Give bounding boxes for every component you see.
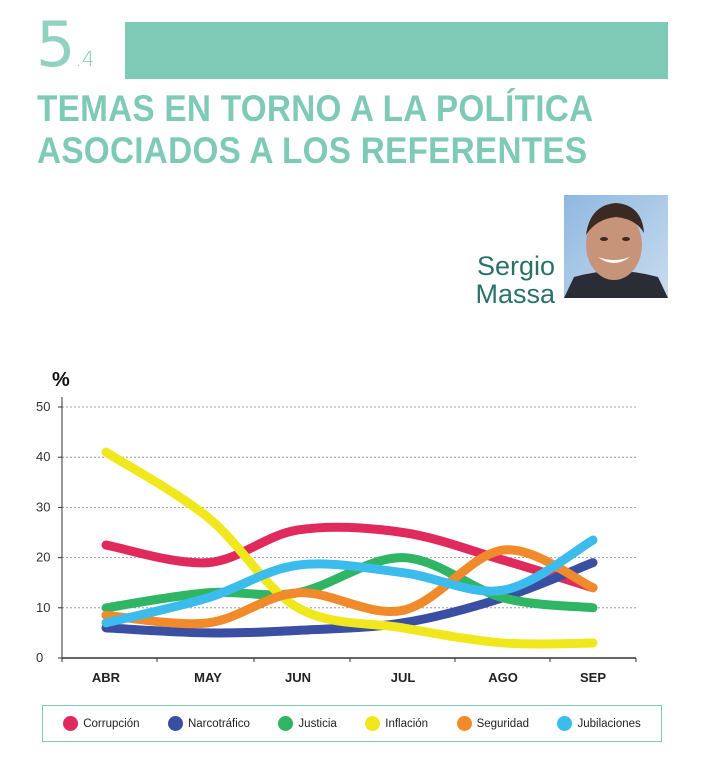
y-tick-label: 10 <box>36 600 50 615</box>
legend-item: Narcotráfico <box>167 716 250 731</box>
x-tick-label: JUN <box>285 670 311 685</box>
person-name: Sergio Massa <box>475 252 555 308</box>
x-tick-label: AGO <box>488 670 518 685</box>
section-number-main: 5 <box>36 8 76 81</box>
y-tick-label: 50 <box>36 399 50 414</box>
person-first-name: Sergio <box>476 251 555 281</box>
x-tick-label: JUL <box>391 670 416 685</box>
series-line-corrupción <box>101 522 598 593</box>
x-tick-label: ABR <box>92 670 121 685</box>
series-line-seguridad <box>101 545 598 629</box>
page-title: TEMAS EN TORNO A LA POLÍTICA ASOCIADOS A… <box>37 88 593 172</box>
legend-swatch <box>365 716 381 731</box>
y-tick-label: 30 <box>36 499 50 514</box>
legend-item: Justicia <box>278 716 337 731</box>
x-tick-label: SEP <box>580 670 606 685</box>
y-tick-label: 40 <box>36 449 50 464</box>
line-chart: 0 10 20 30 40 50% ABR MAY JUN JUL AGO SEP <box>36 369 637 685</box>
person-last-name: Massa <box>475 279 555 309</box>
header-bar <box>125 22 668 79</box>
section-number-sub: .4 <box>75 47 95 71</box>
legend-label: Seguridad <box>476 717 529 730</box>
legend-swatch <box>456 716 472 731</box>
x-tick-label: MAY <box>194 670 222 685</box>
section-number: 5.4 <box>36 14 95 76</box>
series-line-justicia <box>101 553 598 613</box>
legend-label: Inflación <box>385 717 429 730</box>
y-tick-label: 0 <box>36 650 43 665</box>
legend-label: Jubilaciones <box>577 717 641 730</box>
series-line-inflación <box>101 447 598 649</box>
title-line-2: ASOCIADOS A LOS REFERENTES <box>37 130 588 171</box>
legend-swatch <box>557 716 573 731</box>
legend-item: Inflación <box>365 716 428 731</box>
legend-item: Jubilaciones <box>557 716 641 731</box>
portrait-photo <box>564 195 668 298</box>
legend-swatch <box>278 716 294 731</box>
legend-swatch <box>167 716 183 731</box>
legend-label: Corrupción <box>83 717 140 730</box>
title-line-1: TEMAS EN TORNO A LA POLÍTICA <box>37 88 594 129</box>
series-line-jubilaciones <box>101 535 598 628</box>
y-axis-label: % <box>52 369 70 391</box>
legend-label: Narcotráfico <box>187 717 250 730</box>
legend-item: Seguridad <box>456 716 529 731</box>
legend-swatch <box>63 716 79 731</box>
legend-item: Corrupción <box>63 716 139 731</box>
chart-legend: Corrupción Narcotráfico Justicia Inflación S… <box>42 705 662 742</box>
legend-label: Justicia <box>298 717 337 730</box>
y-tick-label: 20 <box>36 550 50 565</box>
